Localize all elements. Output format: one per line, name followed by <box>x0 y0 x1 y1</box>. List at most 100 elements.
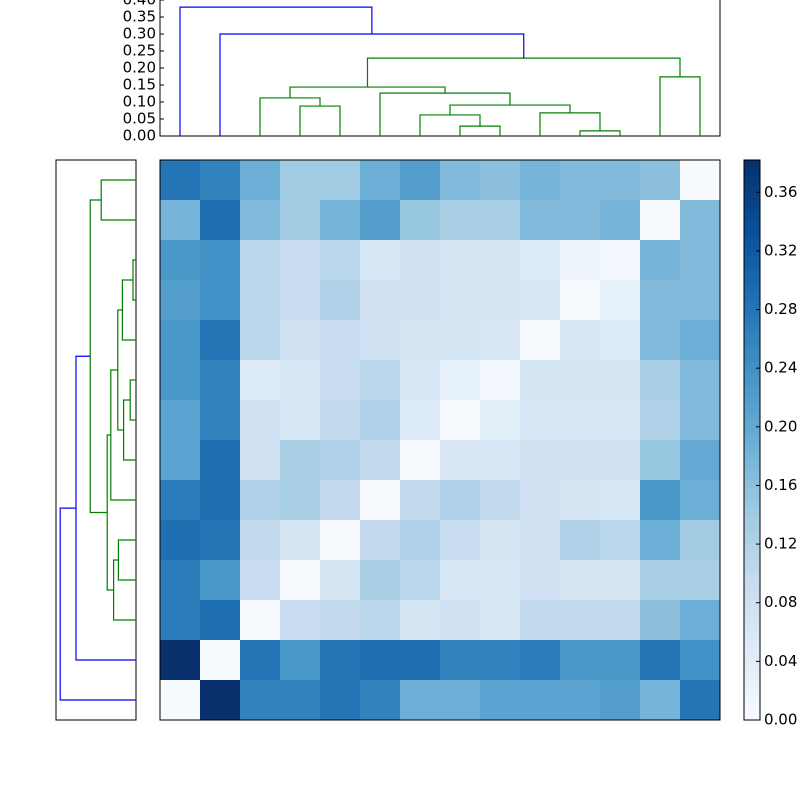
colorbar-segment <box>744 591 760 595</box>
colorbar-segment <box>744 580 760 584</box>
heatmap-cell <box>360 200 401 241</box>
colorbar-segment <box>744 179 760 183</box>
colorbar-segment <box>744 384 760 388</box>
heatmap-cell <box>280 640 321 681</box>
heatmap-cell <box>240 480 281 521</box>
heatmap-cell <box>240 160 281 201</box>
heatmap-cell <box>640 400 681 441</box>
heatmap-cell <box>680 320 721 361</box>
colorbar-segment <box>744 560 760 564</box>
colorbar-segment <box>744 577 760 581</box>
colorbar-segment <box>744 666 760 671</box>
colorbar-segment <box>744 683 760 687</box>
heatmap-cell <box>680 480 721 521</box>
colorbar-segment <box>744 599 760 603</box>
colorbar-segment <box>744 342 760 346</box>
heatmap-cell <box>200 440 241 481</box>
heatmap-cell <box>360 560 401 601</box>
heatmap-cell <box>680 520 721 561</box>
colorbar-segment <box>744 456 760 461</box>
heatmap-cell <box>360 440 401 481</box>
heatmap-cell <box>360 160 401 201</box>
colorbar-segment <box>744 518 760 522</box>
heatmap-cell <box>520 200 561 241</box>
heatmap-cell <box>600 600 641 641</box>
heatmap-cell <box>160 360 201 401</box>
colorbar-segment <box>744 664 760 668</box>
colorbar-frame <box>743 159 761 721</box>
heatmap-cell <box>640 360 681 401</box>
heatmap-cell <box>520 440 561 481</box>
y-tick-label: 0.25 <box>123 42 156 60</box>
y-tick-label: 0.30 <box>123 25 156 43</box>
top-dendrogram-link <box>219 33 525 136</box>
colorbar-segment <box>744 249 760 253</box>
heatmap-cell <box>480 480 521 521</box>
heatmap-cell <box>320 240 361 281</box>
colorbar-segment <box>744 356 760 360</box>
heatmap-cell <box>400 440 441 481</box>
heatmap-cell <box>400 160 441 201</box>
heatmap-cell <box>280 680 321 721</box>
heatmap-cell <box>560 680 601 721</box>
heatmap-cell <box>440 160 481 201</box>
heatmap-cell <box>320 440 361 481</box>
top-dendrogram-link <box>179 6 373 136</box>
colorbar-tick-label: 0.28 <box>764 300 797 318</box>
heatmap-cell <box>520 280 561 321</box>
y-tick-label: 0.05 <box>123 110 156 128</box>
colorbar-segment <box>744 193 760 197</box>
colorbar-segment <box>744 188 760 192</box>
colorbar-segment <box>744 339 760 343</box>
y-tick-label: 0.10 <box>123 93 156 111</box>
left-dendrogram-link <box>59 507 136 701</box>
heatmap-cell <box>680 600 721 641</box>
left-dendrogram-link <box>117 539 136 581</box>
colorbar-segment <box>744 512 760 517</box>
colorbar-segment <box>744 473 760 477</box>
colorbar-segment <box>744 535 760 539</box>
colorbar-segment <box>744 288 760 293</box>
colorbar-segment <box>744 244 760 248</box>
heatmap-cell <box>680 440 721 481</box>
heatmap-cell <box>520 400 561 441</box>
heatmap-cell <box>520 640 561 681</box>
colorbar-segment <box>744 594 760 598</box>
colorbar-segment <box>744 549 760 553</box>
heatmap-cell <box>160 280 201 321</box>
heatmap-cell <box>480 280 521 321</box>
colorbar-segment <box>744 616 760 620</box>
colorbar-segment <box>744 451 760 455</box>
colorbar-segment <box>744 213 760 217</box>
colorbar-segment <box>744 207 760 211</box>
colorbar-segment <box>744 174 760 178</box>
heatmap-cell <box>640 160 681 201</box>
colorbar-segment <box>744 484 760 489</box>
colorbar-segment <box>744 532 760 536</box>
colorbar-segment <box>744 496 760 500</box>
colorbar-segment <box>744 176 760 181</box>
colorbar-segment <box>744 708 760 713</box>
colorbar-segment <box>744 241 760 245</box>
colorbar-segment <box>744 440 760 444</box>
heatmap-cell <box>640 440 681 481</box>
colorbar-segment <box>744 669 760 673</box>
colorbar-segment <box>744 644 760 648</box>
colorbar-segment <box>744 442 760 447</box>
heatmap-cell <box>160 320 201 361</box>
heatmap-cell <box>600 240 641 281</box>
colorbar-segment <box>744 190 760 195</box>
heatmap-cell <box>520 600 561 641</box>
colorbar-tick-label: 0.04 <box>764 652 797 670</box>
colorbar-segment <box>744 370 760 374</box>
colorbar-segment <box>744 423 760 427</box>
heatmap-cell <box>320 560 361 601</box>
colorbar-segment <box>744 445 760 449</box>
heatmap-cell <box>480 440 521 481</box>
heatmap-cell <box>440 400 481 441</box>
heatmap-cell <box>640 560 681 601</box>
heatmap-cell <box>600 280 641 321</box>
heatmap-cell <box>560 560 601 601</box>
colorbar-segment <box>744 160 760 164</box>
